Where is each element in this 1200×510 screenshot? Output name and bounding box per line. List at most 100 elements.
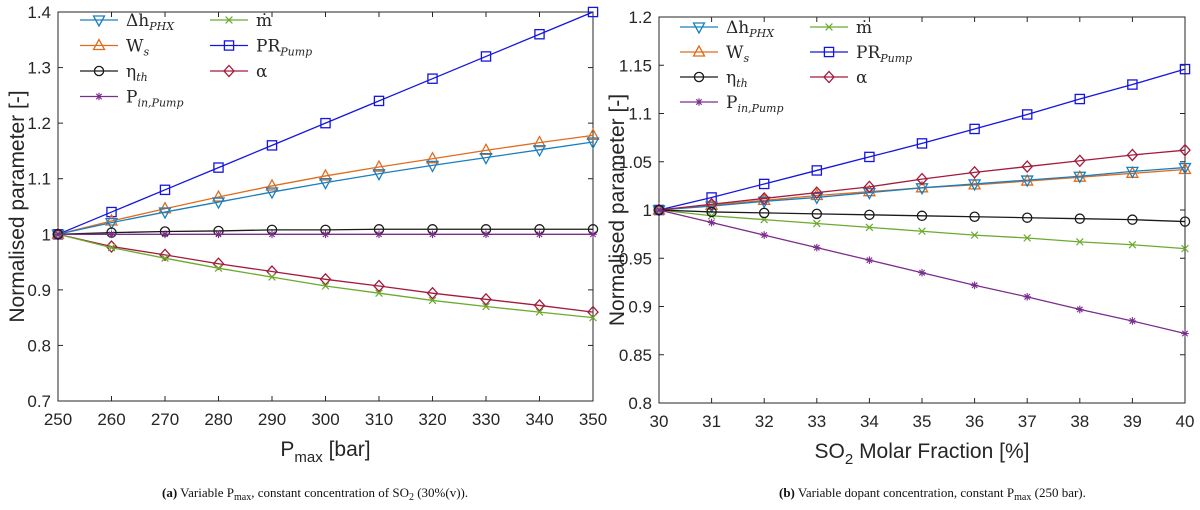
panel-a-point-pr_pump <box>159 184 171 196</box>
panel-a-x-tick-label: 350 <box>579 410 607 429</box>
panel-a-y-tick-label: 1.4 <box>27 3 51 22</box>
panel-b-y-tick-label: 1.1 <box>628 105 652 124</box>
panel-a-series-p_in_pump <box>54 230 597 239</box>
panel-a-y-tick-label: 0.8 <box>27 336 51 355</box>
panel-b-line-pr_pump <box>658 68 1186 211</box>
panel-a-y-tick-label: 0.9 <box>27 281 51 300</box>
panel-a-point-alpha <box>480 292 492 306</box>
panel-b-legend-label-ws: Ws <box>726 43 749 65</box>
panel-a-x-axis-title: Pmax [bar] <box>280 438 370 466</box>
panel-a-legend-label-pr_pump: PRPump <box>256 37 312 59</box>
panel-b-legend: ΔhPHX ṁ Ws PRPump ηth α Pin,Pump <box>680 18 912 115</box>
panel-b-point-ws <box>862 184 876 197</box>
panel-b-point-alpha <box>1126 148 1139 162</box>
panel-b-line-eta_th <box>658 209 1186 223</box>
panel-a-point-pr_pump <box>320 117 331 129</box>
panel-a-point-pr_pump <box>213 162 224 173</box>
panel-b-point-dh_phx <box>1073 171 1087 184</box>
panel-a-y-axis-title: Normalised parameter [-] <box>6 90 29 322</box>
panel-b-line-alpha <box>658 149 1186 211</box>
panel-a-y-tick-label: 1 <box>42 225 51 244</box>
panel-b-point-eta_th <box>916 210 928 222</box>
panel-b-point-dh_phx <box>757 196 771 209</box>
panel-a-legend-marker-pr_pump <box>223 40 235 51</box>
panel-a-legend-sub-ws: s <box>143 46 149 59</box>
panel-b-point-p_in_pump <box>655 206 663 214</box>
panel-a-point-p_in_pump <box>535 230 544 239</box>
panel-a-point-mdot <box>375 289 383 298</box>
panel-a-point-dh_phx <box>158 207 172 220</box>
panel-b-legend-label-pr_pump: PRPump <box>856 43 912 65</box>
panel-b-y-tick-label: 1.15 <box>619 56 652 75</box>
panel-a-legend-label-mdot: ṁ <box>256 11 272 31</box>
panel-b-point-dh_phx <box>1178 162 1192 175</box>
panel-a-point-dh_phx <box>425 160 440 173</box>
panel-a-point-ws <box>372 159 386 172</box>
panel-a-point-pr_pump <box>427 73 438 84</box>
panel-a-point-mdot <box>589 313 597 322</box>
panel-b-x-tick-label: 39 <box>1123 412 1142 431</box>
panel-b-point-pr_pump <box>1179 63 1191 75</box>
panel-a-x-tick-label: 290 <box>258 410 286 429</box>
panel-a-legend-sub-dh_phx: PHX <box>148 20 175 33</box>
panel-b-y-tick-label: 0.8 <box>628 394 652 413</box>
panel-b-point-alpha <box>653 203 665 217</box>
panel-b-legend-label-dh_phx: ΔhPHX <box>726 18 775 40</box>
panel-a-y-tick-label: 1.2 <box>27 114 51 133</box>
panel-a-legend: ΔhPHX ṁ Ws PRPump ηth α Pin,Pump <box>80 11 312 110</box>
panel-b-legend-label-eta_th: ηth <box>726 68 748 90</box>
panel-a-y-tick-label: 1.1 <box>27 170 51 189</box>
panel-b-legend-name-p_in_pump: P <box>726 93 737 113</box>
panel-a-legend-name-alpha: α <box>256 62 268 82</box>
panel-a-legend-marker-mdot <box>225 16 233 24</box>
panel-b-point-alpha <box>863 180 876 194</box>
panel-b-point-p_in_pump <box>707 218 716 227</box>
panel-b-point-dh_phx <box>1020 175 1034 188</box>
panel-b-point-p_in_pump <box>1181 329 1189 338</box>
panel-b-point-p_in_pump <box>813 243 821 252</box>
panel-b-x-tick-label: 40 <box>1176 412 1195 431</box>
panel-a-point-dh_phx <box>265 187 279 200</box>
panel-a-x-axis-title-main: P <box>280 438 294 461</box>
caption-a: (a) Variable Pmax, constant concentratio… <box>162 485 468 503</box>
panel-a-x-tick-label: 330 <box>472 410 500 429</box>
panel-b-point-mdot <box>1075 238 1084 246</box>
panel-b-point-pr_pump <box>969 123 980 135</box>
panel-a-legend-name-mdot: ṁ <box>256 11 272 31</box>
panel-b-point-p_in_pump <box>970 281 979 290</box>
panel-a-legend-marker-eta_th <box>93 65 105 77</box>
panel-a-point-ws <box>479 143 493 156</box>
panel-a-point-ws <box>104 213 119 226</box>
panel-a-x-tick-label: 340 <box>525 410 553 429</box>
panel-a-legend-marker-alpha <box>223 64 235 78</box>
panel-b-legend-name-dh_phx: Δh <box>726 18 749 38</box>
panel-a-point-alpha <box>212 257 225 271</box>
panel-a-point-alpha <box>426 286 439 300</box>
panel-a-point-ws <box>318 168 333 181</box>
panel-a-point-dh_phx <box>372 169 386 182</box>
panel-a-point-p_in_pump <box>321 230 330 239</box>
panel-b-point-alpha <box>968 165 981 179</box>
panel-b-x-axis-title: SO2 Molar Fraction [%] <box>815 440 1030 468</box>
panel-b-point-eta_th <box>1074 213 1086 224</box>
panel-b-x-axis-title-unit: Molar Fraction [%] <box>853 440 1029 463</box>
panel-b-point-eta_th <box>1021 212 1033 223</box>
panel-b-y-tick-label: 0.9 <box>628 298 652 317</box>
panel-b-x-tick-label: 37 <box>1018 412 1037 431</box>
panel-b-point-p_in_pump <box>1076 305 1084 314</box>
panel-b-point-alpha <box>916 172 928 186</box>
panel-a-point-p_in_pump <box>589 230 597 239</box>
panel-b-point-alpha <box>810 186 823 200</box>
panel-b-legend-marker-alpha <box>823 70 835 84</box>
panel-a-plot-area <box>57 11 594 402</box>
panel-a-point-mdot <box>482 302 490 311</box>
panel-a-point-mdot <box>268 273 276 281</box>
panel-b-point-p_in_pump <box>760 231 768 239</box>
panel-b-legend-name-eta_th: η <box>726 68 736 88</box>
panel-b-x-axis-title-main: SO <box>815 440 845 463</box>
panel-a-x-tick-label: 300 <box>311 410 339 429</box>
panel-b-point-dh_phx <box>968 179 982 192</box>
panel-a-line-eta_th <box>57 228 593 235</box>
panel-a-x-tick-label: 280 <box>204 410 232 429</box>
panel-a-point-alpha <box>319 272 332 286</box>
